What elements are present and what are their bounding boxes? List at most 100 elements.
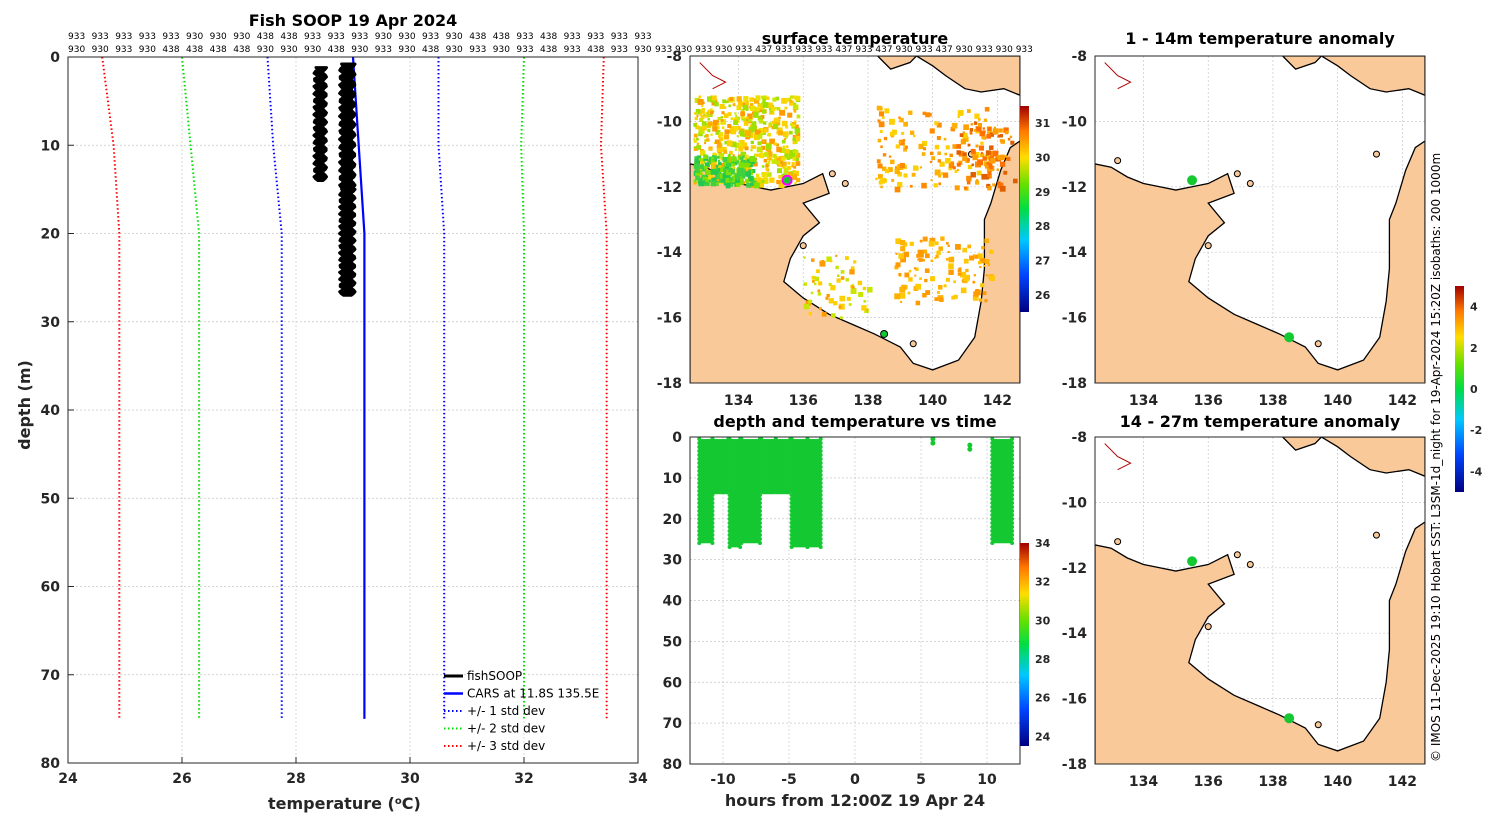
sst-pixel bbox=[742, 181, 746, 185]
sst-pixel bbox=[715, 181, 719, 185]
sst-pixel bbox=[745, 178, 750, 183]
sst-pixel bbox=[984, 154, 990, 160]
sst-pixel bbox=[794, 140, 798, 144]
sst-pixel bbox=[880, 185, 883, 189]
sst-pixel bbox=[957, 272, 962, 276]
sst-pixel bbox=[695, 175, 700, 181]
header-cell: 438 bbox=[233, 45, 250, 55]
sst-pixel bbox=[721, 146, 727, 152]
sst-pixel bbox=[742, 142, 748, 147]
profile-ytick: 70 bbox=[41, 668, 61, 684]
land bbox=[1095, 140, 1425, 383]
sst-pixel bbox=[767, 160, 771, 164]
sst-pixel bbox=[978, 145, 985, 151]
sst-pixel bbox=[701, 175, 704, 178]
sst-pixel bbox=[700, 114, 705, 119]
sst-pixel bbox=[795, 161, 801, 166]
sst-pixel bbox=[744, 146, 749, 151]
sst-pixel bbox=[693, 138, 696, 141]
depth-time-chart: depth and temperature vs time -10 -5 0 5 10 0… bbox=[663, 412, 1051, 810]
header-cell: 438 bbox=[280, 32, 297, 42]
header-cell: 930 bbox=[304, 45, 321, 55]
sst-pixel bbox=[938, 182, 942, 186]
sst-pixel bbox=[763, 159, 768, 163]
anomaly-colorbar bbox=[1455, 286, 1464, 492]
sst-pixel bbox=[698, 131, 703, 137]
sst-pixel bbox=[795, 96, 801, 101]
profile-ylabel: depth (m) bbox=[15, 360, 34, 450]
sst-pixel bbox=[898, 272, 902, 277]
sst-pixel bbox=[1012, 178, 1018, 184]
legend-entry: +/- 3 std dev bbox=[467, 739, 545, 753]
sst-pixel bbox=[708, 172, 713, 178]
sst-pixel bbox=[992, 128, 999, 135]
sst-pixel bbox=[758, 115, 763, 120]
sst-pixel bbox=[880, 145, 883, 149]
sst-pixel bbox=[919, 253, 924, 258]
map-ytick: -10 bbox=[1062, 114, 1088, 130]
sst-pixel bbox=[808, 312, 812, 316]
sst-pixel bbox=[987, 173, 992, 179]
sst-pixel bbox=[958, 150, 965, 157]
sst-pixel bbox=[986, 167, 992, 173]
map-xtick: 136 bbox=[1194, 774, 1223, 790]
sst-pixel bbox=[740, 151, 747, 158]
sst-pixel bbox=[975, 179, 979, 182]
sst-pixel bbox=[773, 118, 778, 122]
sst-pixel bbox=[762, 95, 766, 99]
sst-pixel bbox=[705, 179, 709, 183]
sst-pixel bbox=[732, 103, 736, 107]
sst-pixel bbox=[725, 175, 731, 181]
header-cell: 933 bbox=[139, 32, 156, 42]
sst-pixel bbox=[922, 236, 928, 242]
sst-pixel bbox=[718, 152, 725, 159]
sst-pixel bbox=[980, 151, 984, 155]
sst-pixel bbox=[964, 274, 971, 281]
sst-pixel bbox=[726, 162, 731, 167]
fishsoop-profile bbox=[338, 187, 357, 297]
sst-pixel bbox=[943, 137, 947, 141]
sst-pixel bbox=[904, 272, 910, 278]
island bbox=[1114, 157, 1122, 165]
sst-pixel bbox=[789, 99, 793, 103]
sst-pixel bbox=[718, 161, 722, 166]
sst-pixel bbox=[701, 158, 705, 162]
sst-pixel bbox=[829, 259, 833, 263]
sst-pixel bbox=[734, 174, 740, 180]
sst-pixel bbox=[735, 160, 740, 164]
sst-pixel bbox=[787, 161, 791, 165]
land bbox=[876, 56, 918, 70]
island bbox=[1372, 150, 1380, 158]
anomaly-colorbar-tick: -4 bbox=[1470, 465, 1483, 478]
sst-pixel bbox=[730, 117, 734, 121]
sst-pixel bbox=[706, 138, 710, 142]
sst-pixel bbox=[761, 172, 767, 178]
sst-pixel bbox=[792, 157, 797, 161]
sst-pixel bbox=[701, 104, 704, 108]
sst-pixel bbox=[962, 153, 965, 156]
depthtime-ytick: 70 bbox=[663, 716, 683, 732]
header-cell: 933 bbox=[328, 32, 345, 42]
sst-pixel bbox=[748, 169, 751, 172]
sst-pixel bbox=[713, 164, 718, 169]
profile-xtick: 30 bbox=[400, 771, 420, 787]
sst-pixel bbox=[897, 171, 902, 177]
map-ytick: -16 bbox=[1062, 692, 1087, 708]
sst-pixel bbox=[940, 172, 944, 176]
sst-pixel bbox=[830, 285, 836, 291]
sst-pixel bbox=[712, 126, 718, 132]
sst-pixel bbox=[791, 123, 795, 128]
sst-pixel bbox=[792, 137, 796, 142]
sst-pixel bbox=[742, 167, 749, 174]
sst-pixel bbox=[877, 138, 882, 143]
depthtime-ytick: 50 bbox=[663, 634, 683, 650]
sst-pixel bbox=[954, 185, 960, 191]
sst-pixel bbox=[939, 161, 945, 167]
profile-xtick: 26 bbox=[172, 771, 191, 787]
sst-pixel bbox=[738, 179, 744, 185]
sst-pixel bbox=[898, 253, 905, 259]
sst-pixel bbox=[741, 175, 746, 179]
profile-ytick: 60 bbox=[41, 580, 61, 596]
surface-colorbar-tick: 30 bbox=[1035, 152, 1051, 165]
depthtime-colorbar-tick: 26 bbox=[1035, 692, 1051, 705]
